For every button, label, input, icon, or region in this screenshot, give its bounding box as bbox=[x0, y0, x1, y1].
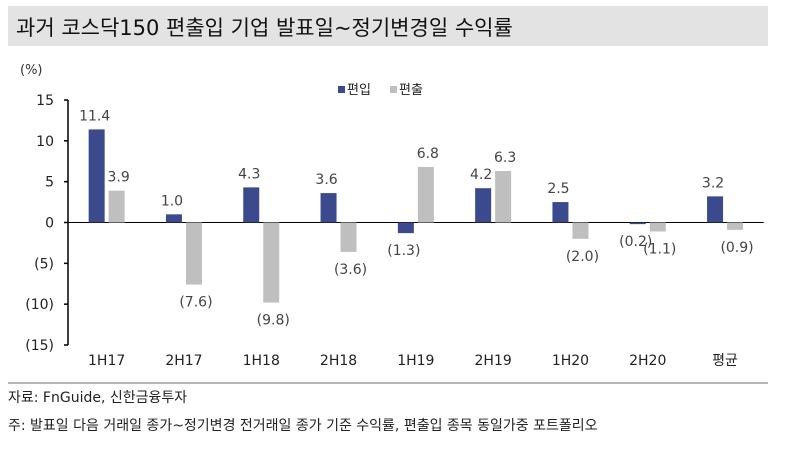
bar-편출 bbox=[417, 166, 434, 223]
y-tick-label: (5) bbox=[34, 256, 54, 272]
legend-label: 편입 bbox=[347, 83, 371, 98]
data-label: (1.1) bbox=[643, 241, 676, 257]
bar-편입 bbox=[707, 196, 724, 223]
legend-label: 편출 bbox=[399, 83, 423, 98]
bar-편입 bbox=[552, 202, 569, 223]
bars bbox=[88, 129, 744, 303]
y-tick-label: 10 bbox=[36, 134, 54, 150]
bar-편입 bbox=[165, 214, 182, 223]
y-tick-label: (10) bbox=[25, 297, 54, 313]
bar-편출 bbox=[108, 190, 125, 223]
data-label: 3.2 bbox=[702, 175, 724, 191]
bar-편입 bbox=[243, 187, 260, 223]
data-label: 3.6 bbox=[315, 172, 337, 188]
axes: 15 10 5 0 (5) (10) (15) 1H17 2H17 1H18 2H18 1H19 2H1… bbox=[25, 93, 764, 369]
bar-편입 bbox=[475, 188, 492, 223]
data-label: (0.9) bbox=[720, 240, 753, 256]
bar-편입 bbox=[88, 129, 105, 223]
bar-편입 bbox=[629, 222, 646, 225]
bar-편입 bbox=[320, 193, 337, 223]
legend: 편입 편출 bbox=[338, 83, 423, 98]
source-text: 자료: FnGuide, 신한금융투자 bbox=[8, 390, 187, 406]
bar-편출 bbox=[340, 222, 357, 252]
data-label: 1.0 bbox=[161, 193, 183, 209]
data-labels: 11.4 1.0 4.3 3.6 (1.3) 4.2 2.5 (0.2) 3.2 3.9 (7.6)… bbox=[79, 108, 754, 328]
data-label: 3.9 bbox=[108, 170, 130, 186]
data-label: (3.6) bbox=[334, 262, 367, 278]
data-label: (9.8) bbox=[257, 313, 290, 329]
legend-swatch bbox=[390, 86, 397, 93]
data-label: 2.5 bbox=[547, 181, 569, 197]
y-axis-unit: (%) bbox=[20, 63, 43, 78]
data-label: (1.3) bbox=[387, 243, 420, 259]
bar-편출 bbox=[495, 171, 512, 223]
data-label: 6.3 bbox=[494, 150, 516, 166]
y-tick-label: 5 bbox=[45, 175, 54, 191]
x-tick-label: 1H20 bbox=[552, 353, 589, 369]
title-bar bbox=[8, 6, 768, 46]
bar-편입 bbox=[397, 222, 414, 234]
bar-편출 bbox=[185, 222, 202, 285]
bar-편출 bbox=[572, 222, 589, 239]
x-tick-label: 1H18 bbox=[243, 353, 280, 369]
y-tick-label: 15 bbox=[36, 93, 54, 109]
data-label: (0.2) bbox=[619, 234, 652, 250]
legend-swatch bbox=[338, 86, 345, 93]
data-label: 4.3 bbox=[238, 166, 260, 182]
x-tick-label: 2H18 bbox=[320, 353, 357, 369]
note-text: 주: 발표일 다음 거래일 종가~정기변경 전거래일 종가 기준 수익률, 편출… bbox=[8, 418, 598, 434]
x-tick-label: 2H17 bbox=[165, 353, 202, 369]
y-tick-label: 0 bbox=[45, 216, 54, 232]
y-tick-label: (15) bbox=[25, 338, 54, 354]
x-tick-label: 2H20 bbox=[629, 353, 666, 369]
x-tick-label: 2H19 bbox=[475, 353, 512, 369]
x-tick-label: 1H19 bbox=[397, 353, 434, 369]
data-label: 4.2 bbox=[470, 167, 492, 183]
bar-편출 bbox=[727, 222, 744, 230]
bar-편출 bbox=[649, 222, 666, 232]
x-tick-label: 평균 bbox=[712, 353, 738, 369]
bar-편출 bbox=[263, 222, 280, 303]
data-label: (2.0) bbox=[566, 249, 599, 265]
x-tick-label: 1H17 bbox=[88, 353, 125, 369]
data-label: 6.8 bbox=[417, 146, 439, 162]
chart-title: 과거 코스닥150 편출입 기업 발표일~정기변경일 수익률 bbox=[16, 16, 513, 40]
data-label: 11.4 bbox=[79, 108, 110, 124]
data-label: (7.6) bbox=[179, 295, 212, 311]
